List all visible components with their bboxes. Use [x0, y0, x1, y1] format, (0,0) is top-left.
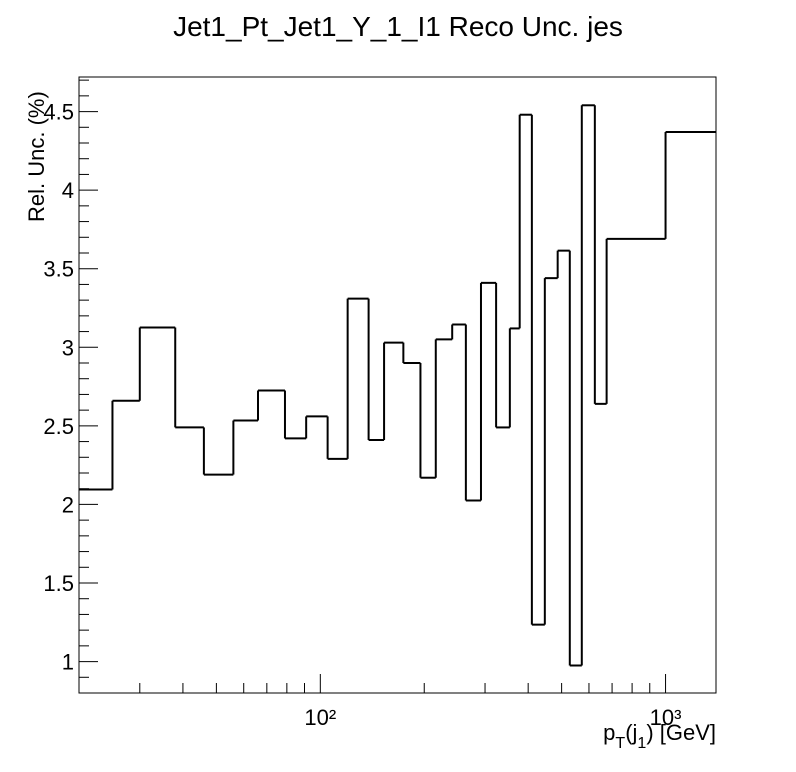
y-axis-label: Rel. Unc. (%): [24, 91, 49, 222]
x-label-part: ) [GeV]: [646, 720, 716, 745]
x-axis-label: pT(j1) [GeV]: [603, 720, 716, 752]
y-tick-label: 4: [62, 178, 74, 203]
x-tick-label: 10²: [304, 705, 336, 730]
y-tick-label: 1.5: [43, 571, 74, 596]
x-label-sub: 1: [637, 735, 646, 752]
plot-frame: [78, 76, 717, 694]
chart-title: Jet1_Pt_Jet1_Y_1_I1 Reco Unc. jes: [173, 11, 623, 42]
x-label-sub: T: [615, 735, 625, 752]
y-tick-label: 3.5: [43, 257, 74, 282]
x-label-part: p: [603, 720, 615, 745]
x-label-part: (j: [625, 720, 637, 745]
x-tick-label: 10³: [650, 705, 682, 730]
y-tick-label: 2.5: [43, 414, 74, 439]
y-tick-label: 1: [62, 650, 74, 675]
y-tick-label: 2: [62, 492, 74, 517]
y-tick-label: 4.5: [43, 100, 74, 125]
y-tick-label: 3: [62, 335, 74, 360]
